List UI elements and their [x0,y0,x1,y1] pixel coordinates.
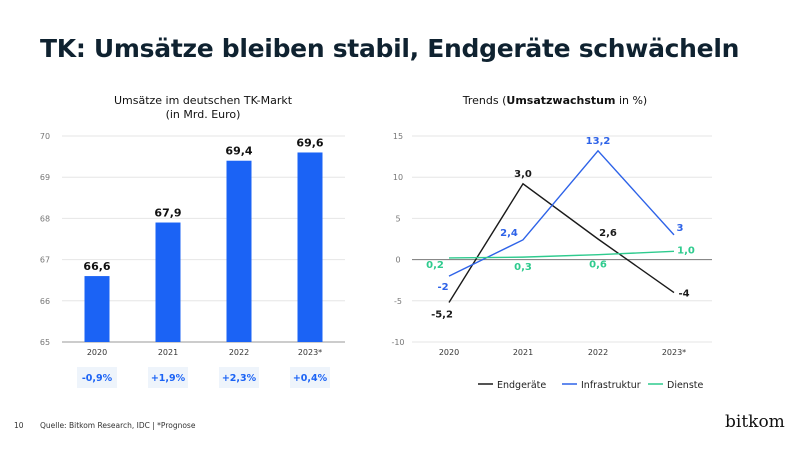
data-label: 2,4 [500,228,518,239]
data-label: -5,2 [431,309,453,320]
growth-badge [219,367,259,388]
data-label: 3,0 [514,169,532,180]
bar [155,222,181,342]
x-tick-label: 2022 [229,348,249,357]
y-tick-label: 10 [393,173,403,182]
y-tick-label: 67 [40,256,50,265]
growth-badge [148,367,188,388]
data-label: 0,3 [514,262,532,273]
bar [84,276,110,342]
data-label: 2,6 [599,228,617,239]
x-tick-label: 2020 [439,348,459,357]
bitkom-logo: bitkom [725,412,785,432]
data-label: 67,9 [154,207,181,220]
page-number: 10 [14,421,24,430]
y-tick-label: -10 [391,338,404,347]
growth-label: +0,4% [293,373,328,384]
y-tick-label: 15 [393,132,403,141]
x-tick-label: 2023* [298,348,322,357]
y-tick-label: 0 [395,256,400,265]
source-note: Quelle: Bitkom Research, IDC | *Prognose [40,421,196,430]
legend-label: Dienste [667,380,703,391]
x-tick-label: 2021 [158,348,178,357]
data-label: 69,4 [225,145,252,158]
bar [297,152,323,342]
y-tick-label: 66 [40,297,50,306]
line-chart-title: Trends (Umsatzwachstum in %) [462,94,647,107]
y-tick-label: 69 [40,173,50,182]
growth-label: +2,3% [222,373,257,384]
page-title: TK: Umsätze bleiben stabil, Endgeräte sc… [40,34,740,63]
data-label: -4 [678,289,689,300]
line-chart: Trends (Umsatzwachstum in %) -10 -5 0 5 10 15… [391,94,712,391]
bar [226,160,252,342]
y-tick-label: 5 [395,214,400,223]
bar-chart-title-line1: Umsätze im deutschen TK-Markt [114,94,293,107]
x-tick-label: 2020 [87,348,107,357]
growth-badge [290,367,330,388]
bar-chart: Umsätze im deutschen TK-Markt (in Mrd. E… [40,94,345,388]
growth-label: -0,9% [82,373,113,384]
growth-badge [77,367,117,388]
data-label: 0,6 [589,260,607,271]
series-line-endgeräte [448,182,675,303]
data-label: 69,6 [296,136,323,149]
y-tick-label: -5 [394,297,402,306]
y-tick-label: 70 [40,132,50,141]
x-tick-label: 2022 [588,348,608,357]
data-label: 1,0 [677,245,695,256]
x-tick-label: 2021 [513,348,533,357]
series-line-dienste [448,250,675,259]
data-label: 66,6 [83,260,110,273]
legend-label: Infrastruktur [581,380,641,391]
data-label: -2 [437,282,448,293]
data-label: 3 [677,223,684,234]
x-tick-label: 2023* [662,348,686,357]
y-tick-label: 65 [40,338,50,347]
growth-label: +1,9% [151,373,186,384]
legend-label: Endgeräte [497,380,546,391]
data-label: 0,2 [426,260,444,271]
bar-chart-title-line2: (in Mrd. Euro) [166,108,241,121]
y-tick-label: 68 [40,214,50,223]
data-label: 13,2 [586,136,611,147]
